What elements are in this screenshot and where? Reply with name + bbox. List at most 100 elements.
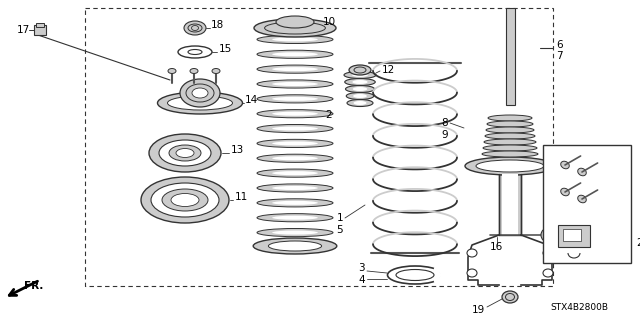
Ellipse shape xyxy=(272,127,318,130)
Ellipse shape xyxy=(257,214,333,222)
Text: 7: 7 xyxy=(556,51,563,61)
Text: 15: 15 xyxy=(219,44,232,54)
Ellipse shape xyxy=(578,195,586,203)
Ellipse shape xyxy=(257,50,333,58)
Ellipse shape xyxy=(168,69,176,73)
Ellipse shape xyxy=(257,35,333,43)
Text: 2: 2 xyxy=(325,110,332,120)
Ellipse shape xyxy=(176,149,194,158)
Text: 18: 18 xyxy=(211,20,224,30)
Text: 8: 8 xyxy=(442,118,448,128)
Bar xyxy=(563,229,581,241)
Ellipse shape xyxy=(484,139,536,145)
Ellipse shape xyxy=(487,121,533,127)
Ellipse shape xyxy=(264,22,325,34)
Text: 13: 13 xyxy=(231,145,244,155)
Ellipse shape xyxy=(257,80,333,88)
Ellipse shape xyxy=(272,171,318,175)
Ellipse shape xyxy=(344,71,376,78)
Ellipse shape xyxy=(159,140,211,166)
Ellipse shape xyxy=(349,65,371,75)
Ellipse shape xyxy=(184,21,206,35)
Ellipse shape xyxy=(254,19,336,37)
Bar xyxy=(85,8,553,286)
Text: 16: 16 xyxy=(490,242,503,252)
Text: 4: 4 xyxy=(358,275,365,285)
Ellipse shape xyxy=(465,157,555,175)
Ellipse shape xyxy=(543,249,553,257)
Text: 3: 3 xyxy=(358,263,365,273)
Bar xyxy=(499,174,521,235)
Ellipse shape xyxy=(191,26,198,31)
Ellipse shape xyxy=(543,269,553,277)
Ellipse shape xyxy=(257,169,333,177)
Text: 20: 20 xyxy=(636,238,640,248)
Text: 5: 5 xyxy=(337,225,343,235)
Ellipse shape xyxy=(151,183,219,217)
Ellipse shape xyxy=(561,188,569,196)
Ellipse shape xyxy=(352,73,368,77)
Ellipse shape xyxy=(257,95,333,103)
Ellipse shape xyxy=(485,133,535,139)
Ellipse shape xyxy=(541,228,555,242)
Ellipse shape xyxy=(561,161,569,169)
Text: 6: 6 xyxy=(556,40,563,50)
Ellipse shape xyxy=(578,168,586,176)
Text: 11: 11 xyxy=(235,192,248,202)
Ellipse shape xyxy=(353,80,367,84)
Text: 17: 17 xyxy=(17,25,30,35)
Bar xyxy=(34,25,46,35)
Ellipse shape xyxy=(483,145,537,151)
Ellipse shape xyxy=(353,87,367,91)
Ellipse shape xyxy=(272,141,318,145)
Ellipse shape xyxy=(190,69,198,73)
Ellipse shape xyxy=(171,194,199,206)
Ellipse shape xyxy=(482,151,538,157)
Ellipse shape xyxy=(257,139,333,147)
Ellipse shape xyxy=(257,184,333,192)
Bar xyxy=(506,8,515,105)
Ellipse shape xyxy=(506,293,515,300)
Text: STX4B2800B: STX4B2800B xyxy=(550,303,608,313)
Ellipse shape xyxy=(354,67,366,73)
Text: 1: 1 xyxy=(337,213,343,223)
Ellipse shape xyxy=(347,100,373,107)
Ellipse shape xyxy=(157,92,243,114)
Ellipse shape xyxy=(178,46,212,58)
Ellipse shape xyxy=(192,88,208,98)
Ellipse shape xyxy=(387,266,442,284)
Ellipse shape xyxy=(257,124,333,133)
Text: 9: 9 xyxy=(442,130,448,140)
Ellipse shape xyxy=(257,228,333,237)
Ellipse shape xyxy=(502,291,518,303)
Ellipse shape xyxy=(486,127,534,133)
Ellipse shape xyxy=(149,134,221,172)
Ellipse shape xyxy=(212,69,220,73)
Ellipse shape xyxy=(272,112,318,116)
Ellipse shape xyxy=(346,85,374,93)
Ellipse shape xyxy=(257,154,333,162)
Ellipse shape xyxy=(257,199,333,207)
Ellipse shape xyxy=(162,189,208,211)
Ellipse shape xyxy=(141,177,229,223)
Ellipse shape xyxy=(168,96,232,110)
Ellipse shape xyxy=(272,52,318,56)
Ellipse shape xyxy=(268,241,322,251)
Ellipse shape xyxy=(257,110,333,118)
Ellipse shape xyxy=(476,160,544,172)
Ellipse shape xyxy=(396,270,434,280)
Ellipse shape xyxy=(180,79,220,107)
Ellipse shape xyxy=(276,16,314,28)
Ellipse shape xyxy=(353,101,367,105)
Ellipse shape xyxy=(272,201,318,205)
Ellipse shape xyxy=(346,93,374,100)
Ellipse shape xyxy=(272,231,318,234)
Ellipse shape xyxy=(467,249,477,257)
Ellipse shape xyxy=(345,78,375,85)
Ellipse shape xyxy=(272,67,318,71)
Ellipse shape xyxy=(186,84,214,102)
Text: FR.: FR. xyxy=(24,281,44,291)
Ellipse shape xyxy=(188,49,202,55)
Ellipse shape xyxy=(253,238,337,254)
Text: 19: 19 xyxy=(472,305,485,315)
